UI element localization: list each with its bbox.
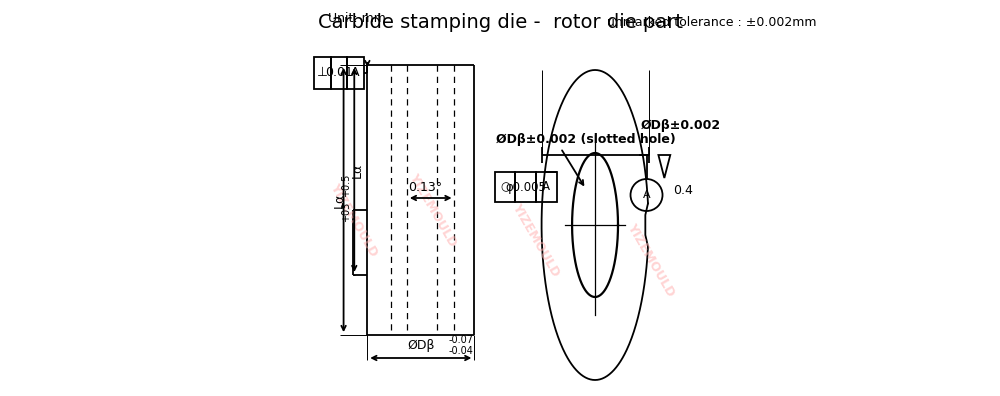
Text: ⊥: ⊥	[317, 67, 328, 80]
Text: -0.07: -0.07	[449, 335, 474, 345]
Text: Lα: Lα	[333, 192, 346, 208]
Text: +0.5: +0.5	[341, 173, 351, 197]
Text: Lα: Lα	[351, 162, 364, 178]
Text: -0.04: -0.04	[449, 346, 473, 356]
Text: YIZEMOULD: YIZEMOULD	[509, 201, 562, 279]
Text: Carbide stamping die -  rotor die part: Carbide stamping die - rotor die part	[318, 13, 682, 32]
Text: ØDβ±0.002: ØDβ±0.002	[641, 118, 721, 131]
Text: 0.4: 0.4	[673, 183, 693, 196]
Text: unmarked tolerance : ±0.002mm: unmarked tolerance : ±0.002mm	[607, 15, 816, 29]
Text: Unit: mm: Unit: mm	[328, 11, 386, 25]
Text: A: A	[542, 181, 550, 194]
Text: +03: +03	[341, 202, 351, 222]
Text: ○: ○	[500, 181, 510, 194]
Text: YIZEMOULD: YIZEMOULD	[624, 221, 677, 299]
Text: A: A	[643, 190, 650, 200]
Text: φ0.005: φ0.005	[505, 181, 546, 194]
Text: YIZEMOULD: YIZEMOULD	[327, 181, 380, 259]
Text: ØDβ±0.002 (slotted hole): ØDβ±0.002 (slotted hole)	[496, 133, 676, 147]
Text: A: A	[351, 67, 360, 80]
Text: 0.01: 0.01	[325, 67, 353, 80]
Text: YIZEMOULD: YIZEMOULD	[406, 171, 459, 249]
Text: 0.13°: 0.13°	[408, 181, 442, 194]
Text: ØDβ: ØDβ	[407, 339, 435, 352]
